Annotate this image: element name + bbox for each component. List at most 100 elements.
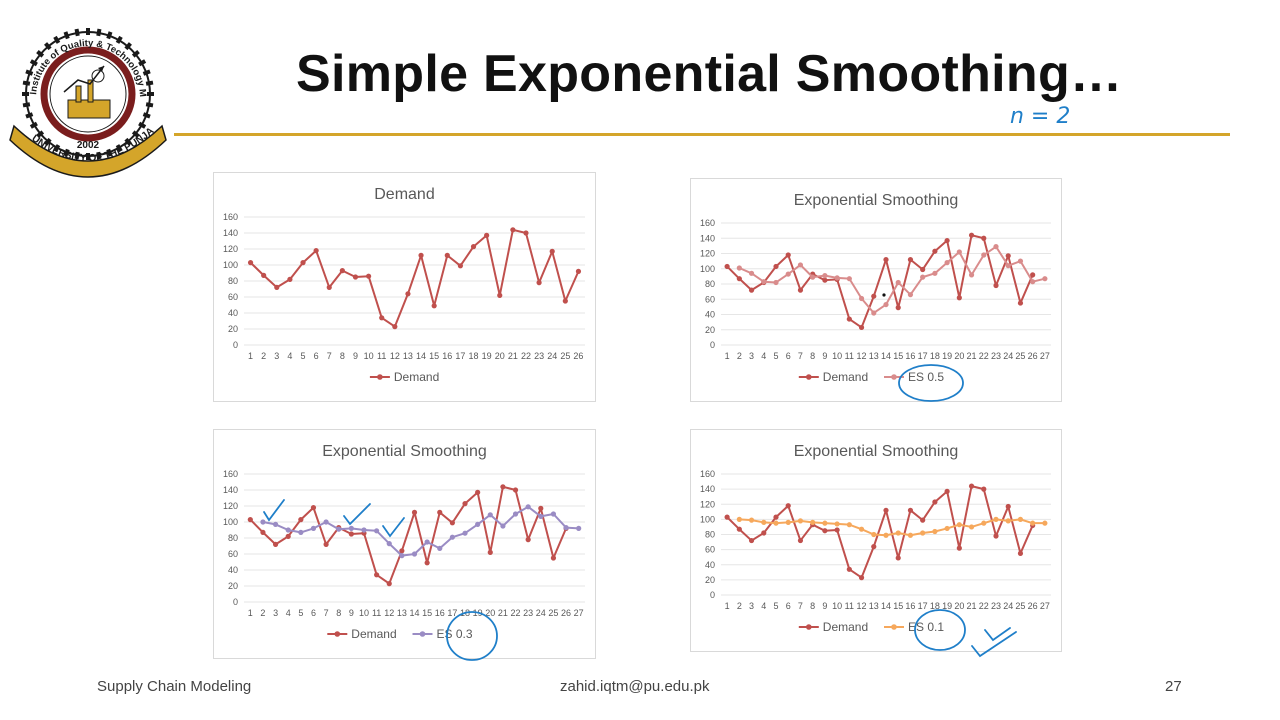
data-point (797, 518, 804, 524)
data-point (761, 530, 767, 536)
data-point (871, 531, 877, 538)
x-tick-label: 23 (534, 351, 544, 361)
legend-marker (377, 374, 383, 380)
data-point (907, 532, 914, 538)
x-tick-label: 5 (301, 351, 306, 361)
x-tick-label: 22 (521, 351, 531, 361)
data-point (424, 560, 430, 566)
data-point (944, 488, 950, 494)
data-point (748, 517, 755, 523)
y-tick-label: 120 (700, 249, 715, 259)
data-point (944, 237, 950, 244)
data-point (822, 520, 828, 526)
data-point (968, 272, 975, 278)
data-point (323, 541, 329, 547)
data-point (313, 248, 319, 254)
data-point (993, 533, 999, 539)
data-point (512, 511, 519, 517)
data-point (920, 266, 926, 273)
y-tick-label: 20 (705, 325, 715, 335)
data-point (298, 517, 304, 523)
data-point (932, 248, 938, 254)
x-tick-label: 14 (881, 601, 891, 611)
data-point (1030, 272, 1036, 278)
data-point (846, 316, 852, 322)
data-point (365, 273, 372, 279)
x-tick-label: 21 (967, 601, 977, 611)
x-tick-label: 10 (832, 351, 842, 361)
data-point (944, 260, 950, 266)
x-tick-label: 18 (469, 351, 479, 361)
x-tick-label: 11 (845, 601, 854, 611)
y-tick-label: 40 (228, 308, 238, 318)
x-tick-label: 22 (979, 601, 989, 611)
x-tick-label: 22 (511, 608, 521, 618)
data-point (761, 279, 767, 285)
chart-title: Exponential Smoothing (794, 443, 959, 460)
data-point (797, 287, 804, 293)
data-point (797, 262, 804, 268)
x-tick-label: 4 (287, 351, 292, 361)
data-point (883, 301, 889, 308)
x-tick-label: 11 (845, 351, 854, 361)
x-tick-label: 18 (930, 601, 940, 611)
data-point (993, 282, 999, 289)
data-point (968, 524, 975, 530)
data-point (846, 522, 852, 528)
data-point (550, 555, 557, 561)
es-0-3-chart: Exponential Smoothing 0 20 40 60 80 100 120 140 1… (213, 429, 596, 659)
data-point (785, 503, 791, 509)
y-tick-label: 120 (223, 244, 238, 254)
data-point (932, 499, 938, 505)
y-tick-label: 20 (228, 324, 238, 334)
x-tick-label: 21 (967, 351, 977, 361)
chart-title: Exponential Smoothing (794, 192, 959, 209)
data-point (993, 516, 999, 522)
data-point (932, 270, 938, 276)
data-point (512, 487, 519, 493)
y-tick-label: 0 (710, 340, 715, 350)
slide-title: Simple Exponential Smoothing… (296, 45, 1123, 103)
data-point (274, 284, 280, 290)
data-point (1017, 550, 1024, 557)
y-tick-label: 100 (700, 264, 715, 274)
data-point (247, 517, 253, 523)
x-tick-label: 20 (495, 351, 505, 361)
data-point (444, 252, 450, 258)
x-tick-label: 7 (798, 351, 803, 361)
x-tick-label: 5 (298, 608, 303, 618)
x-tick-label: 25 (1015, 601, 1025, 611)
x-tick-label: 4 (286, 608, 291, 618)
x-tick-label: 16 (435, 608, 445, 618)
data-point (895, 279, 901, 286)
data-point (361, 527, 367, 533)
y-tick-label: 80 (705, 279, 715, 289)
data-point (871, 544, 877, 550)
data-point (261, 272, 267, 278)
data-point (956, 249, 962, 255)
data-point (310, 505, 317, 511)
y-tick-label: 160 (700, 469, 715, 479)
y-tick-label: 80 (228, 533, 238, 543)
x-tick-label: 12 (857, 351, 867, 361)
data-point (981, 486, 987, 492)
x-tick-label: 26 (561, 608, 571, 618)
x-tick-label: 13 (397, 608, 407, 618)
demand-chart: Demand 0 20 40 60 80 100 120 140 160 1 2 3 4 5 6 7 8 9 10 11… (213, 172, 596, 402)
x-tick-label: 12 (857, 601, 867, 611)
x-tick-label: 14 (881, 351, 891, 361)
x-tick-label: 3 (749, 601, 754, 611)
data-point (411, 509, 418, 515)
y-tick-label: 0 (233, 597, 238, 607)
x-tick-label: 6 (314, 351, 319, 361)
x-tick-label: 7 (327, 351, 332, 361)
x-tick-label: 26 (1028, 351, 1038, 361)
data-point (386, 541, 392, 547)
x-tick-label: 17 (918, 351, 928, 361)
x-tick-label: 13 (403, 351, 413, 361)
data-point (525, 537, 531, 543)
data-point (260, 519, 266, 525)
y-tick-label: 100 (223, 260, 238, 270)
data-point (418, 252, 424, 258)
x-tick-label: 23 (991, 351, 1001, 361)
